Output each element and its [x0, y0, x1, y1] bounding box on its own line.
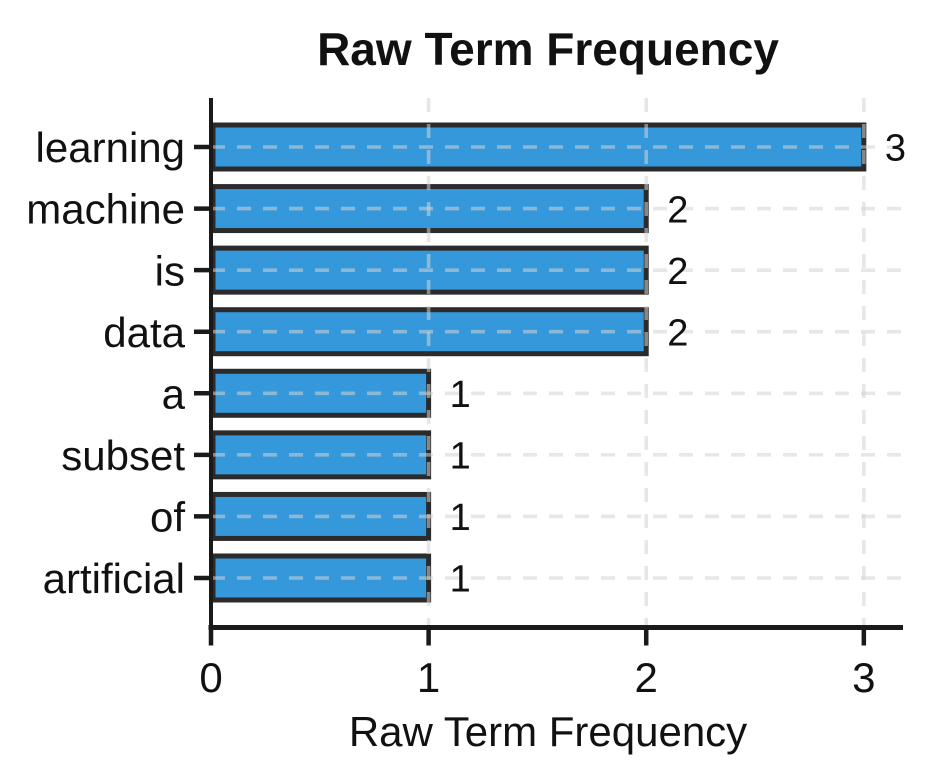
x-tick-label: 0 — [199, 654, 222, 701]
x-tick-label: 2 — [635, 654, 658, 701]
bar-value-label: 2 — [667, 189, 688, 231]
bar-value-label: 1 — [450, 374, 471, 416]
y-category-label: artificial — [43, 555, 185, 602]
y-category-label: machine — [26, 186, 185, 233]
x-tick-label: 1 — [417, 654, 440, 701]
y-category-label: learning — [36, 124, 185, 171]
bar-value-label: 1 — [450, 436, 471, 478]
bar-value-label: 2 — [667, 312, 688, 354]
bar-value-label: 2 — [667, 251, 688, 293]
x-tick-label: 3 — [852, 654, 875, 701]
y-category-label: a — [162, 370, 186, 417]
chart-title: Raw Term Frequency — [317, 23, 779, 75]
y-category-label: is — [155, 247, 185, 294]
y-category-label: of — [150, 494, 185, 541]
y-category-label: data — [103, 309, 185, 356]
plot-area: 0 1 2 3 learning 3 machine 2 is 2 data 2 a 1 subset 1 of… — [26, 98, 906, 701]
bar-value-label: 3 — [885, 128, 906, 170]
x-axis-title: Raw Term Frequency — [349, 708, 747, 755]
bar-value-label: 1 — [450, 497, 471, 539]
y-category-label: subset — [61, 432, 185, 479]
bar-value-label: 1 — [450, 559, 471, 601]
